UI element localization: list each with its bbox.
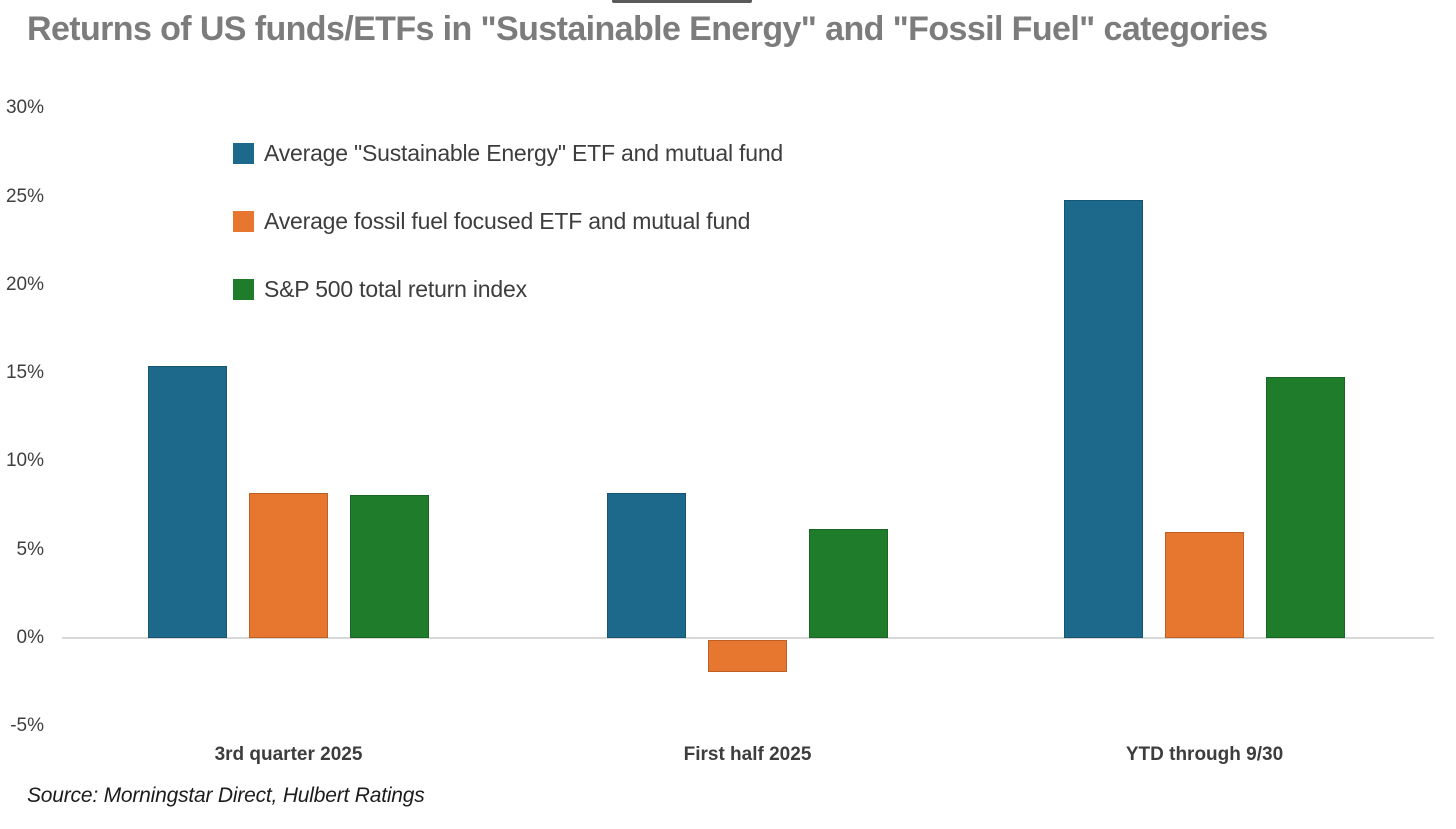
legend-item: Average fossil fuel focused ETF and mutu… [233,207,751,234]
y-tick-label: 10% [5,450,44,472]
bar-sustainable-group3 [1064,200,1143,638]
bar-fossil-group1 [249,493,328,638]
bar-fossil-group3 [1165,532,1244,638]
y-tick-label: 5% [16,538,44,560]
category-label: 3rd quarter 2025 [214,744,363,765]
bar-sustainable-group1 [148,366,227,638]
legend-label: Average fossil fuel focused ETF and mutu… [264,207,751,234]
legend-label: Average "Sustainable Energy" ETF and mut… [264,139,784,166]
y-tick-label: 15% [5,362,44,384]
zero-axis-line [62,637,1434,639]
category-label: YTD through 9/30 [1125,744,1284,765]
y-tick-label: -5% [10,715,44,737]
bar-sp500-group1 [350,494,429,638]
legend-item: S&P 500 total return index [233,275,527,302]
bar-sp500-group3 [1266,376,1345,638]
bar-sustainable-group2 [607,493,686,638]
cropped-artifact [612,0,752,3]
legend-swatch-icon [233,142,254,164]
y-tick-label: 20% [5,273,44,295]
legend-swatch-icon [233,210,254,232]
y-tick-label: 30% [5,97,44,119]
category-label: First half 2025 [683,744,812,765]
legend-label: S&P 500 total return index [264,275,527,302]
source-note: Source: Morningstar Direct, Hulbert Rati… [27,784,425,807]
legend-swatch-icon [233,278,254,300]
bar-fossil-group2 [708,640,787,672]
legend-item: Average "Sustainable Energy" ETF and mut… [233,139,784,166]
bar-sp500-group2 [809,528,888,638]
y-tick-label: 0% [16,627,44,648]
chart-title: Returns of US funds/ETFs in "Sustainable… [27,10,1268,48]
y-tick-label: 25% [5,185,44,207]
